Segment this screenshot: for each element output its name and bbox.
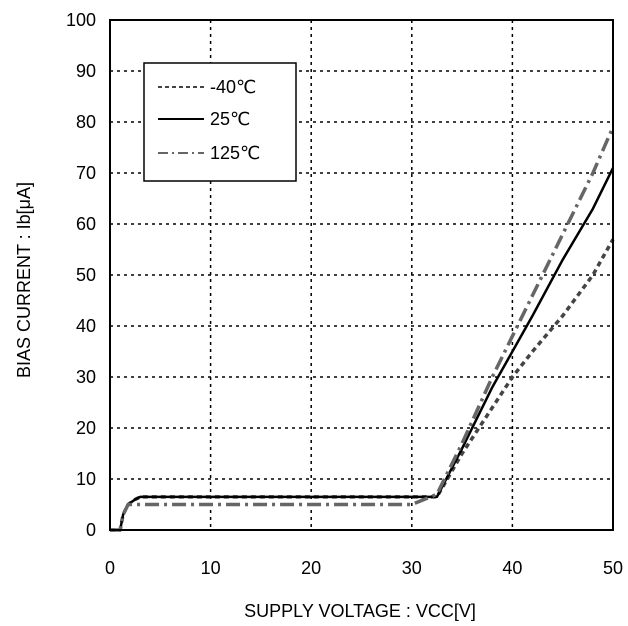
x-tick-label: 10 bbox=[201, 558, 221, 578]
legend: -40℃ 25℃ 125℃ bbox=[143, 62, 297, 182]
y-tick-label: 40 bbox=[76, 316, 96, 336]
series-line-1 bbox=[110, 167, 615, 532]
series-line-0 bbox=[110, 238, 615, 532]
y-tick-label: 0 bbox=[86, 520, 96, 540]
y-tick-label: 80 bbox=[76, 112, 96, 132]
y-tick-label: 100 bbox=[66, 10, 96, 30]
y-tick-label: 50 bbox=[76, 265, 96, 285]
x-tick-label: 40 bbox=[502, 558, 522, 578]
y-tick-labels: 0 10 20 30 40 50 60 70 80 90 100 bbox=[66, 10, 96, 540]
legend-label-25: 25℃ bbox=[210, 109, 250, 129]
y-tick-label: 30 bbox=[76, 367, 96, 387]
y-tick-label: 20 bbox=[76, 418, 96, 438]
y-tick-label: 60 bbox=[76, 214, 96, 234]
plot-frame bbox=[109, 19, 614, 531]
series-lines bbox=[110, 126, 615, 532]
legend-box bbox=[143, 62, 297, 182]
x-tick-label: 0 bbox=[105, 558, 115, 578]
x-axis-title: SUPPLY VOLTAGE : VCC[V] bbox=[244, 601, 476, 621]
y-tick-label: 10 bbox=[76, 469, 96, 489]
x-tick-labels: 0 10 20 30 40 50 bbox=[105, 558, 623, 578]
legend-label-125: 125℃ bbox=[210, 143, 260, 163]
x-tick-label: 30 bbox=[402, 558, 422, 578]
x-tick-label: 20 bbox=[301, 558, 321, 578]
y-tick-label: 70 bbox=[76, 163, 96, 183]
y-tick-label: 90 bbox=[76, 61, 96, 81]
legend-label-minus40: -40℃ bbox=[210, 77, 256, 97]
x-tick-label: 50 bbox=[603, 558, 623, 578]
series-line-2 bbox=[110, 126, 615, 532]
y-axis-title: BIAS CURRENT : Ib[μA] bbox=[14, 182, 34, 378]
